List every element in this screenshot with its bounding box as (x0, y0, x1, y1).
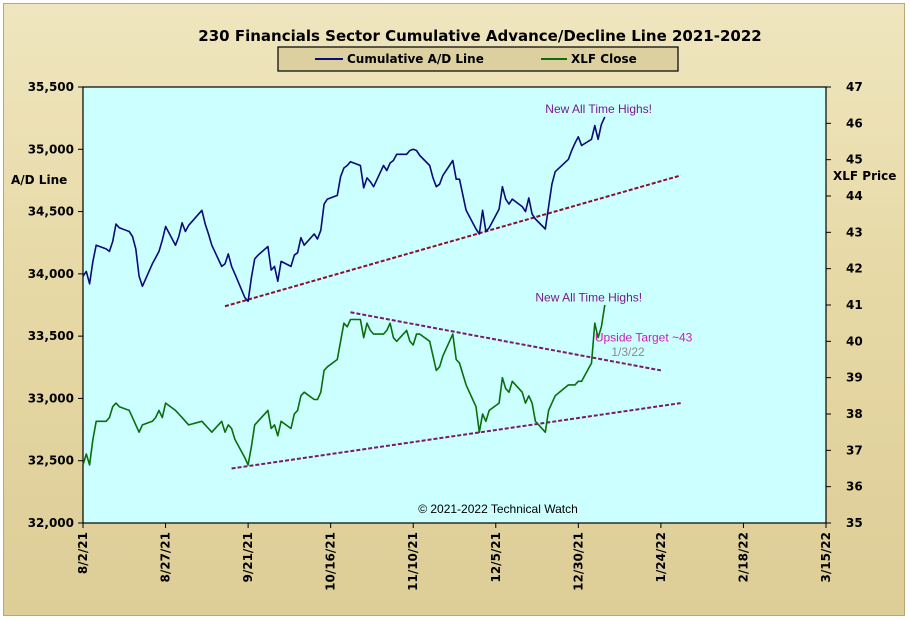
copyright-text: © 2021-2022 Technical Watch (418, 502, 578, 516)
y-right-tick-label: 41 (846, 298, 863, 312)
y-right-tick-label: 47 (846, 80, 863, 94)
x-tick-label: 3/15/22 (819, 532, 833, 583)
legend: Cumulative A/D Line XLF Close (277, 46, 679, 72)
y-axis-right: 47 46 45 44 43 42 41 40 39 38 37 36 35 (826, 80, 863, 530)
plot-area (82, 86, 827, 524)
y-left-tick-label: 34,000 (28, 267, 74, 281)
y-left-tick-label: 32,500 (28, 454, 74, 468)
trendline-3 (231, 402, 681, 470)
y-axis-left-title: A/D Line (11, 173, 67, 187)
series (82, 116, 606, 466)
y-right-tick-label: 39 (846, 371, 863, 385)
x-axis: 8/2/21 8/27/21 9/21/21 10/16/21 11/10/21 12/5… (76, 523, 833, 591)
y-right-tick-label: 44 (846, 189, 863, 203)
y-left-tick-label: 33,000 (28, 391, 74, 405)
legend-label-xlf: XLF Close (571, 52, 637, 66)
x-tick-label: 9/21/21 (241, 532, 255, 583)
annotation-1: New All Time Highs! (545, 102, 652, 116)
chart-title: 230 Financials Sector Cumulative Advance… (198, 27, 761, 45)
y-right-tick-label: 43 (846, 225, 863, 239)
annotation-2: New All Time Highs! (535, 290, 642, 304)
x-tick-label: 8/27/21 (159, 532, 173, 583)
y-right-tick-label: 42 (846, 262, 863, 276)
y-left-tick-label: 33,500 (28, 329, 74, 343)
x-tick-label: 8/2/21 (76, 532, 90, 574)
y-right-tick-label: 40 (846, 334, 863, 348)
trendlines (224, 174, 681, 470)
trendline-1 (224, 174, 681, 308)
series-xlf-close (82, 304, 606, 466)
x-tick-label: 1/24/22 (654, 532, 668, 583)
y-right-tick-label: 45 (846, 153, 863, 167)
y-right-tick-label: 36 (846, 480, 863, 494)
x-tick-label: 11/10/21 (406, 532, 420, 591)
chart-canvas: 230 Financials Sector Cumulative Advance… (11, 27, 896, 591)
x-tick-label: 12/5/21 (489, 532, 503, 583)
legend-box (277, 46, 679, 72)
annotation-3: Upside Target ~43 (595, 330, 693, 344)
y-right-tick-label: 37 (846, 443, 863, 457)
y-left-tick-label: 35,500 (28, 80, 74, 94)
y-axis-right-title: XLF Price (833, 169, 896, 183)
y-left-tick-label: 35,000 (28, 142, 74, 156)
annotation-4: 1/3/22 (611, 345, 645, 359)
y-left-tick-label: 32,000 (28, 516, 74, 530)
annotations: New All Time Highs! New All Time Highs! Up… (535, 102, 692, 359)
trendline-2 (350, 311, 662, 372)
y-left-tick-label: 34,500 (28, 205, 74, 219)
x-tick-label: 2/18/22 (736, 532, 750, 583)
series-ad-line (82, 116, 606, 303)
y-right-tick-label: 38 (846, 407, 863, 421)
y-axis-left: 35,500 35,000 34,500 34,000 33,500 33,000 32,5… (28, 80, 83, 530)
x-tick-label: 12/30/21 (571, 532, 585, 591)
y-right-tick-label: 35 (846, 516, 863, 530)
legend-label-ad-line: Cumulative A/D Line (347, 52, 484, 66)
x-tick-label: 10/16/21 (324, 532, 338, 591)
y-right-tick-label: 46 (846, 116, 863, 130)
chart-frame: 230 Financials Sector Cumulative Advance… (3, 3, 905, 616)
